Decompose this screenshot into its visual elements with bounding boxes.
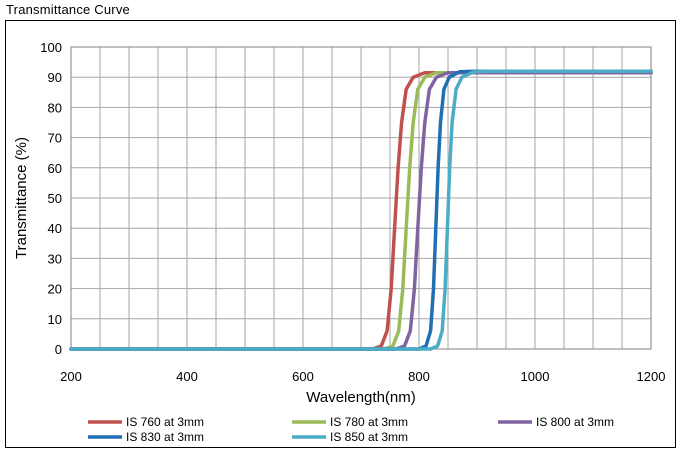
legend-label: IS 830 at 3mm: [126, 430, 204, 444]
series-line: [69, 70, 653, 351]
x-tick-label: 1000: [521, 369, 550, 384]
page-title: Transmittance Curve: [6, 2, 130, 17]
x-tick-label: 1200: [637, 369, 666, 384]
y-tick-label: 60: [48, 161, 62, 176]
x-tick-label: 200: [60, 369, 82, 384]
series-line: [69, 69, 653, 351]
y-tick-label: 10: [48, 312, 62, 327]
y-axis-label: Transmittance (%): [13, 137, 30, 259]
legend-label: IS 800 at 3mm: [536, 415, 614, 429]
y-tick-label: 40: [48, 221, 62, 236]
y-tick-label: 70: [48, 131, 62, 146]
y-tick-label: 20: [48, 282, 62, 297]
x-tick-label: 800: [408, 369, 430, 384]
y-tick-label: 80: [48, 100, 62, 115]
legend-label: IS 780 at 3mm: [330, 415, 408, 429]
series-line: [69, 70, 653, 351]
series-line: [69, 69, 653, 351]
x-axis-ticks: 200 400 600 800 1000 1200: [60, 369, 665, 384]
x-tick-label: 600: [292, 369, 314, 384]
x-tick-label: 400: [176, 369, 198, 384]
grid: [71, 47, 651, 349]
legend-label: IS 850 at 3mm: [330, 430, 408, 444]
y-tick-label: 90: [48, 70, 62, 85]
y-tick-label: 30: [48, 251, 62, 266]
series-line: [69, 70, 653, 351]
legend-label: IS 760 at 3mm: [126, 415, 204, 429]
x-axis-label: Wavelength(nm): [306, 389, 415, 406]
y-tick-label: 100: [40, 40, 62, 55]
y-axis-ticks: 0 10 20 30 40 50 60 70 80 90 100: [40, 40, 62, 357]
y-tick-label: 50: [48, 191, 62, 206]
series-lines: [69, 69, 653, 351]
y-tick-label: 0: [55, 342, 62, 357]
legend: IS 760 at 3mm IS 780 at 3mm IS 800 at 3mm I…: [88, 415, 614, 444]
